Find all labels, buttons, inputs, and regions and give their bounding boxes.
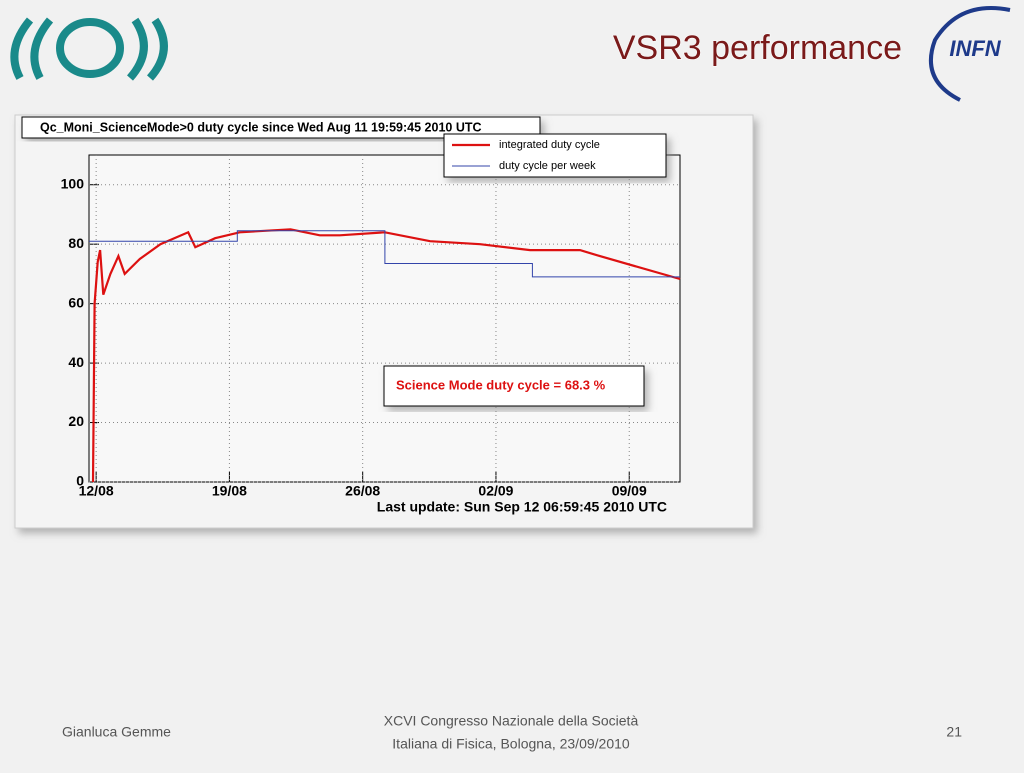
footer-center: Italiana di Fisica, Bologna, 23/09/2010 bbox=[392, 736, 630, 752]
x-tick-label: 26/08 bbox=[345, 483, 380, 499]
logo-text: INFN bbox=[949, 36, 1001, 61]
slide-title: VSR3 performance bbox=[613, 29, 902, 67]
y-tick-label: 100 bbox=[61, 175, 85, 191]
legend-box bbox=[443, 133, 667, 178]
x-tick-label: 19/08 bbox=[212, 483, 247, 499]
annotation: Science Mode duty cycle = 68.3 % bbox=[396, 377, 606, 392]
series-line bbox=[91, 228, 681, 483]
series-line bbox=[89, 230, 680, 278]
y-tick-label: 60 bbox=[68, 294, 84, 310]
legend-label: integrated duty cycle bbox=[499, 139, 600, 151]
infn-logo: INFN bbox=[929, 6, 1011, 102]
x-tick-label: 02/09 bbox=[478, 483, 513, 499]
x-tick-label: 12/08 bbox=[79, 483, 114, 499]
title-box bbox=[21, 116, 541, 139]
legend-label: duty cycle per week bbox=[499, 160, 596, 172]
y-tick-label: 20 bbox=[68, 413, 84, 429]
x-tick-label: 09/09 bbox=[612, 483, 647, 499]
footer-center: XCVI Congresso Nazionale della Società bbox=[384, 713, 639, 729]
virgo-logo bbox=[10, 17, 168, 81]
page-number: 21 bbox=[946, 724, 962, 740]
plot-area bbox=[88, 154, 681, 483]
y-tick-label: 0 bbox=[76, 473, 84, 489]
y-tick-label: 80 bbox=[68, 235, 84, 251]
last-update: Last update: Sun Sep 12 06:59:45 2010 UT… bbox=[377, 499, 667, 515]
y-tick-label: 40 bbox=[68, 354, 84, 370]
legend: integrated duty cycle duty cycle per week bbox=[452, 139, 600, 172]
chart-title: Qc_Moni_ScienceMode>0 duty cycle since W… bbox=[40, 120, 482, 134]
footer-left: Gianluca Gemme bbox=[62, 724, 171, 740]
annotation-box bbox=[383, 365, 645, 407]
chart: 0 20 40 60 80 100 12/08 19/08 26/08 02/09 09/09 bbox=[61, 155, 681, 499]
